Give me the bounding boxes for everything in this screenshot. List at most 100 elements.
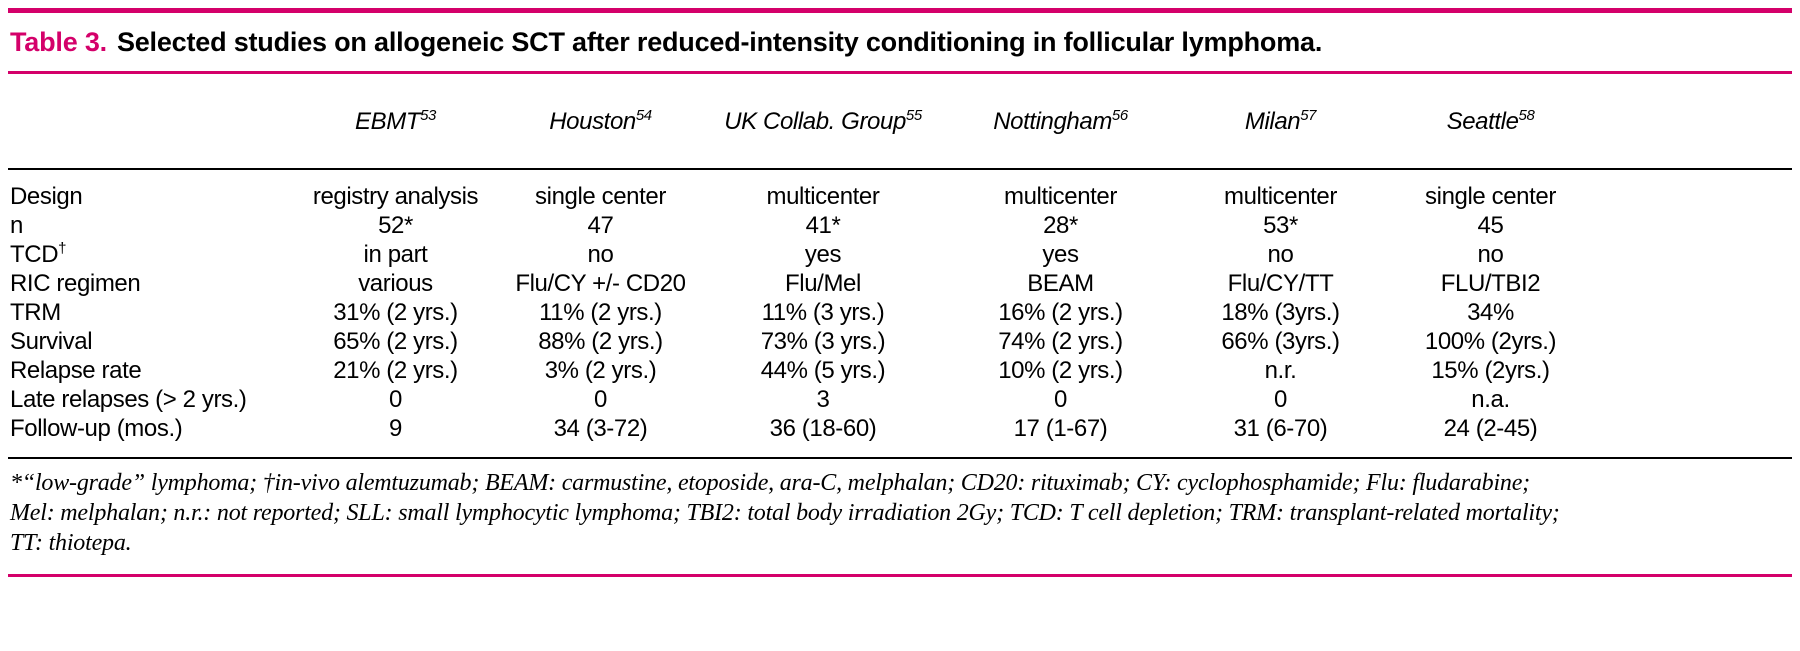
cell: 16% (2 yrs.) — [998, 298, 1123, 326]
column-header: EBMT53 — [293, 108, 498, 142]
cell: 9 — [389, 414, 402, 442]
cell: multicenter — [766, 182, 880, 210]
cell: 3% (2 yrs.) — [544, 356, 657, 384]
cell: in part — [363, 240, 428, 268]
cell: 31% (2 yrs.) — [333, 298, 458, 326]
cell: 73% (3 yrs.) — [760, 327, 886, 355]
column-header-label: Houston — [549, 108, 636, 135]
cell: 28* — [1043, 211, 1078, 239]
cell: 24 (2-45) — [1443, 414, 1538, 442]
column-header: UK Collab. Group55 — [703, 108, 943, 142]
column-header-label: Milan — [1244, 108, 1301, 135]
row-label-text: Follow-up (mos.) — [10, 414, 183, 442]
cell: 11% (3 yrs.) — [761, 298, 885, 326]
table-row: EBMT53 Houston54 UK Collab. Group55 Nott… — [8, 108, 1598, 142]
cell: 0 — [594, 385, 607, 413]
cell: 18% (3yrs.) — [1221, 298, 1340, 326]
table-row: n 52* 47 41* 28* 53* 45 — [8, 211, 1598, 240]
cell: BEAM — [1027, 269, 1094, 297]
cell: 0 — [1054, 385, 1067, 413]
row-label: Follow-up (mos.) — [8, 414, 293, 443]
row-label: Relapse rate — [8, 356, 293, 385]
row-label: n — [8, 211, 293, 240]
cell: 11% (2 yrs.) — [539, 298, 662, 326]
cell: 88% (2 yrs.) — [538, 327, 663, 355]
column-header-label: EBMT — [355, 108, 421, 135]
row-label-sup: † — [58, 239, 67, 257]
cell: 15% (2yrs.) — [1431, 356, 1550, 384]
caption-accent-rule — [8, 71, 1792, 74]
row-label: TRM — [8, 298, 293, 327]
cell: single center — [1425, 182, 1556, 210]
row-label-text: Survival — [10, 327, 93, 355]
cell: n.r. — [1264, 356, 1297, 384]
row-label-text: n — [10, 211, 23, 239]
cell: registry analysis — [312, 182, 479, 210]
cell: Flu/CY/TT — [1227, 269, 1334, 297]
table-row: TRM 31% (2 yrs.) 11% (2 yrs.) 11% (3 yrs… — [8, 298, 1598, 327]
column-header-row: EBMT53 Houston54 UK Collab. Group55 Nott… — [8, 108, 1598, 142]
table-title: Selected studies on allogeneic SCT after… — [116, 27, 1323, 57]
footnote-line: TT: thiotepa. — [10, 530, 132, 556]
row-label: RIC regimen — [8, 269, 293, 298]
cell: 41* — [805, 211, 841, 239]
row-label-header — [8, 108, 293, 142]
column-header-sup: 54 — [635, 107, 652, 124]
cell: yes — [804, 240, 842, 268]
bottom-accent-rule — [8, 574, 1792, 577]
top-accent-rule — [8, 8, 1792, 13]
cell: 0 — [1274, 385, 1287, 413]
cell: 45 — [1477, 211, 1504, 239]
table-row: Late relapses (> 2 yrs.) 0 0 3 0 0 n.a. — [8, 385, 1598, 414]
cell: 17 (1-67) — [1013, 414, 1108, 442]
column-header: Milan57 — [1178, 108, 1383, 142]
cell: 65% (2 yrs.) — [333, 327, 458, 355]
cell: 36 (18-60) — [769, 414, 877, 442]
table-row: Follow-up (mos.) 9 34 (3-72) 36 (18-60) … — [8, 414, 1598, 443]
table-row: Relapse rate 21% (2 yrs.) 3% (2 yrs.) 44… — [8, 356, 1598, 385]
cell: 74% (2 yrs.) — [998, 327, 1123, 355]
row-label: Late relapses (> 2 yrs.) — [8, 385, 293, 414]
cell: 53* — [1263, 211, 1298, 239]
column-header: Nottingham56 — [943, 108, 1178, 142]
cell: 3 — [816, 385, 830, 413]
cell: multicenter — [1224, 182, 1337, 210]
cell: no — [587, 240, 614, 268]
cell: 34 (3-72) — [553, 414, 648, 442]
cell: 52* — [378, 211, 413, 239]
footnote-line: Mel: melphalan; n.r.: not reported; SLL:… — [10, 500, 1560, 526]
table-row: Design registry analysis single center m… — [8, 182, 1598, 211]
table-row: TCD† in part no yes yes no no — [8, 240, 1598, 269]
row-label-text: TRM — [10, 298, 61, 326]
cell: n.a. — [1471, 385, 1510, 413]
cell: no — [1267, 240, 1294, 268]
row-label-text: TCD — [10, 240, 59, 268]
cell: 0 — [389, 385, 402, 413]
cell: 47 — [587, 211, 614, 239]
cell: 66% (3yrs.) — [1221, 327, 1340, 355]
cell: no — [1477, 240, 1504, 268]
column-header-sup: 58 — [1518, 107, 1535, 124]
column-header: Houston54 — [498, 108, 703, 142]
header-divider-rule — [8, 168, 1792, 170]
row-label-text: Relapse rate — [10, 356, 142, 384]
column-header: Seattle58 — [1383, 108, 1598, 142]
row-label-text: Late relapses (> 2 yrs.) — [10, 385, 247, 413]
table-footnote: *“low-grade” lymphoma; †in-vivo alemtuzu… — [8, 459, 1792, 566]
cell: 31 (6-70) — [1233, 414, 1328, 442]
column-header-label: Seattle — [1446, 108, 1519, 135]
cell: multicenter — [1004, 182, 1117, 210]
table-caption: Table 3. Selected studies on allogeneic S… — [0, 13, 1800, 71]
column-header-sup: 55 — [905, 107, 922, 124]
cell: FLU/TBI2 — [1440, 269, 1541, 297]
cell: 100% (2yrs.) — [1424, 327, 1557, 355]
cell: various — [358, 269, 433, 297]
row-label: Design — [8, 182, 293, 211]
row-label-text: RIC regimen — [10, 269, 141, 297]
row-label: Survival — [8, 327, 293, 356]
study-data-table: Design registry analysis single center m… — [8, 182, 1598, 443]
column-header-label: UK Collab. Group — [724, 108, 906, 135]
cell: 21% (2 yrs.) — [333, 356, 458, 384]
cell: yes — [1042, 240, 1079, 268]
cell: Flu/Mel — [785, 269, 861, 297]
